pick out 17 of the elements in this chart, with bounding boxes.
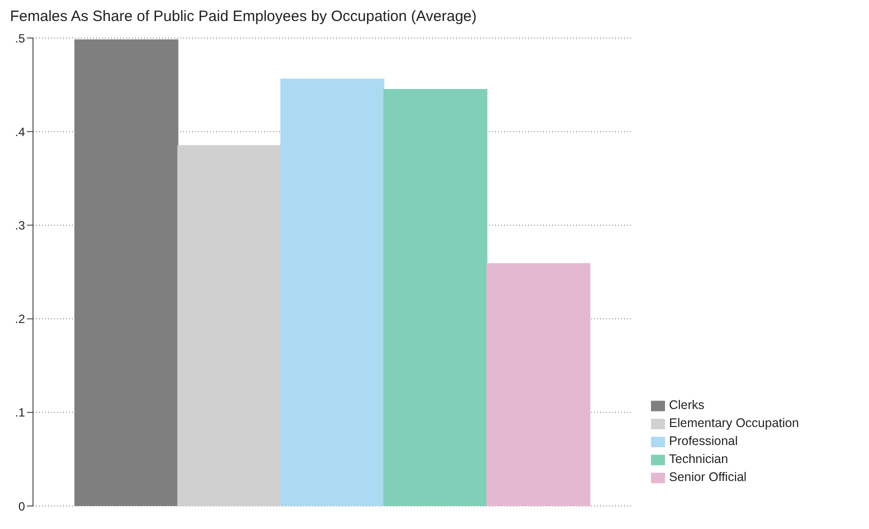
legend-label: Elementary Occupation (669, 416, 799, 430)
y-tick-label: .1 (14, 406, 26, 420)
y-tick-label: .4 (14, 124, 26, 139)
bar (486, 263, 590, 506)
bar (383, 88, 488, 506)
legend-label: Technician (669, 452, 728, 466)
y-tick-label: .5 (14, 31, 26, 46)
chart-title: Females As Share of Public Paid Employees by Occupation (Average) (10, 8, 478, 27)
bar (177, 145, 282, 506)
legend-label: Professional (669, 434, 738, 448)
y-tick-label: .3 (14, 218, 26, 232)
y-tick-label: 0 (18, 499, 26, 514)
bar (280, 78, 384, 506)
bar (74, 39, 178, 506)
y-tick-label: .2 (14, 312, 26, 326)
legend-label: Senior Official (669, 470, 747, 484)
legend-label: Clerks (669, 398, 704, 412)
